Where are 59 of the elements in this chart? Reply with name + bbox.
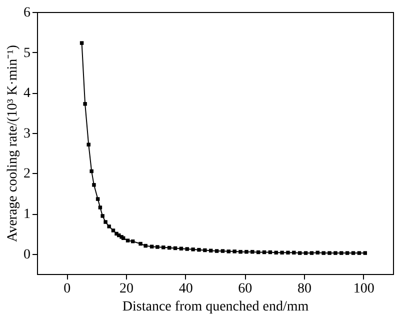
point [98, 206, 102, 210]
point [226, 250, 231, 254]
x-tick-label: 40 [178, 282, 193, 296]
point [345, 251, 350, 255]
point [83, 102, 87, 106]
point [197, 248, 201, 252]
point [90, 169, 94, 174]
point [111, 228, 116, 232]
point [100, 214, 104, 218]
point [156, 245, 160, 249]
y-tick-label: 0 [24, 247, 30, 262]
point [214, 249, 219, 253]
y-tick-label: 4 [24, 86, 30, 102]
point [363, 251, 367, 255]
point [203, 248, 207, 252]
point [322, 251, 326, 255]
point [357, 251, 362, 255]
point [185, 247, 189, 251]
y-tick-label: 5 [24, 46, 30, 61]
point [310, 251, 314, 255]
point [334, 251, 338, 255]
point [274, 250, 278, 255]
y-tick-label: 2 [24, 166, 30, 182]
x-tick-label: 60 [238, 282, 252, 296]
point [104, 220, 108, 224]
point [250, 250, 254, 254]
point [328, 251, 332, 255]
point [107, 224, 111, 228]
point [304, 251, 308, 255]
point [340, 251, 344, 255]
point [220, 249, 225, 253]
point [286, 250, 290, 255]
point [232, 250, 236, 254]
x-tick-label: 80 [298, 282, 312, 296]
y-axis-title: Average cooling rate/(10³ K·min⁻¹) [6, 44, 20, 242]
point [280, 250, 284, 255]
point [238, 250, 242, 254]
point [86, 142, 90, 146]
y-tick-label: 1 [24, 207, 30, 222]
point [162, 246, 166, 250]
point [150, 244, 154, 248]
x-tick-label: 0 [64, 282, 71, 296]
x-tick-label: 100 [353, 282, 374, 296]
point [80, 41, 84, 45]
x-axis-title: Distance from quenched end/mm [122, 300, 309, 314]
x-tick-label: 20 [120, 282, 134, 296]
point [92, 183, 96, 187]
point [292, 250, 296, 255]
point [244, 250, 248, 254]
point [138, 242, 142, 246]
y-tick-label: 6 [24, 6, 30, 20]
point [298, 251, 302, 255]
point [126, 238, 130, 242]
point [96, 197, 100, 201]
point [191, 248, 195, 252]
point [351, 251, 356, 255]
point [144, 244, 148, 248]
y-tick-label: 3 [24, 126, 30, 142]
point [179, 246, 184, 250]
